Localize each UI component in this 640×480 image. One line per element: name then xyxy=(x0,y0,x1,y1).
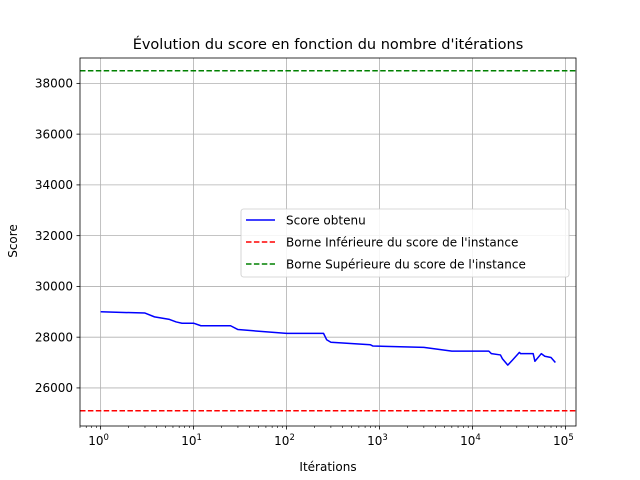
x-tick-label-2: 102 xyxy=(274,433,295,448)
reference-lines xyxy=(80,69,576,412)
x-tick-label-5: 105 xyxy=(553,433,574,448)
legend-label-1: Borne Inférieure du score de l'instance xyxy=(286,236,518,250)
series-lines xyxy=(100,311,556,366)
y-axis-ticks: 26000 28000 30000 32000 34000 36000 38000 xyxy=(35,77,80,395)
y-tick-label-3: 32000 xyxy=(35,229,73,243)
y-tick-label-5: 36000 xyxy=(35,127,73,141)
x-tick-label-3: 103 xyxy=(367,433,388,448)
y-tick-label-1: 28000 xyxy=(35,330,73,344)
x-tick-label-4: 104 xyxy=(460,433,481,448)
legend-label-2: Borne Supérieure du score de l'instance xyxy=(286,258,526,272)
x-tick-label-1: 101 xyxy=(181,433,202,448)
legend: Score obtenu Borne Inférieure du score de… xyxy=(240,208,570,278)
x-tick-label-0: 100 xyxy=(88,433,109,448)
y-tick-label-0: 26000 xyxy=(35,381,73,395)
series-line-0 xyxy=(100,311,556,366)
x-axis-label: Itérations xyxy=(299,460,356,474)
chart-title: Évolution du score en fonction du nombre… xyxy=(133,36,524,53)
y-tick-label-4: 34000 xyxy=(35,178,73,192)
legend-box xyxy=(240,208,570,278)
y-tick-label-6: 38000 xyxy=(35,77,73,91)
legend-label-0: Score obtenu xyxy=(286,214,366,228)
plot-frame xyxy=(79,57,577,427)
x-axis-ticks: 100 101 102 103 104 105 xyxy=(79,426,574,448)
y-tick-label-2: 30000 xyxy=(35,280,73,294)
y-axis-label: Score xyxy=(6,224,20,258)
